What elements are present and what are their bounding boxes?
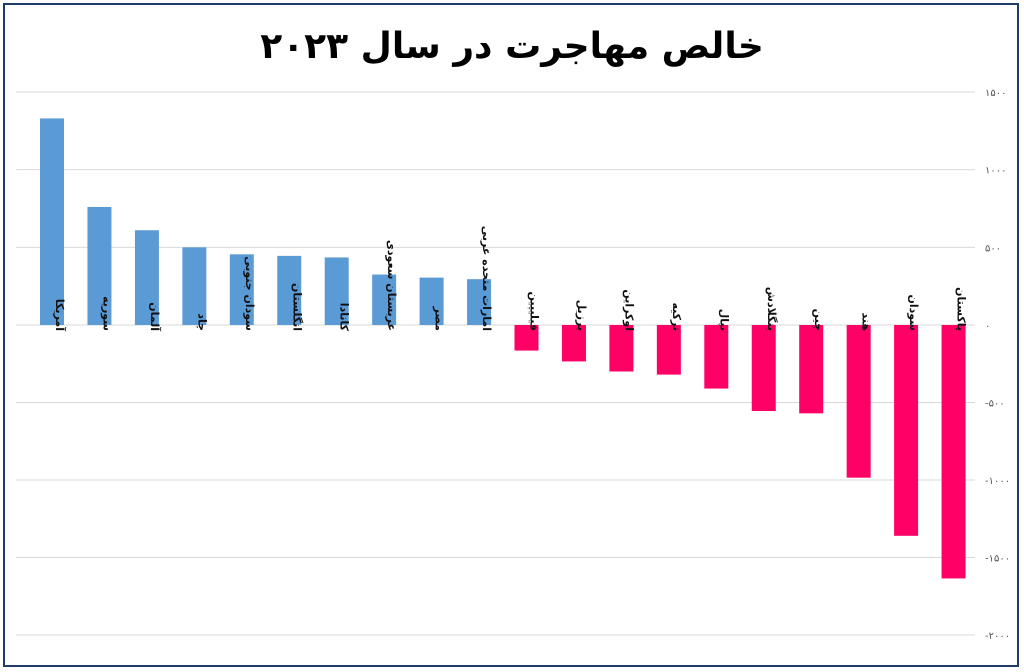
- category-label: اوکراین: [622, 289, 635, 331]
- bar: [656, 325, 681, 375]
- bar: [40, 118, 64, 325]
- bar: [704, 325, 729, 389]
- y-axis-ticks: ۱۵۰۰ ۱۰۰۰ ۵۰۰ ۰ -۵۰۰ -۱۰۰۰ -۱۵۰۰ -۲۰۰۰: [985, 88, 1010, 642]
- category-label: آلمان: [148, 302, 162, 331]
- category-label: امارات متحده عربی: [480, 226, 493, 331]
- category-label: سوریه: [100, 296, 113, 331]
- y-tick-label: -۵۰۰: [985, 399, 1005, 410]
- category-label: هند: [860, 313, 873, 331]
- y-tick-label: ۰: [985, 321, 990, 332]
- category-label: فیلیپین: [528, 291, 541, 331]
- bar: [87, 206, 112, 325]
- bar: [846, 325, 871, 478]
- bars: [40, 118, 966, 579]
- gridlines: [16, 91, 975, 636]
- bar: [799, 325, 824, 414]
- category-label: آمریکا: [53, 299, 67, 331]
- y-tick-label: ۵۰۰: [985, 243, 1001, 254]
- bar: [894, 325, 919, 536]
- bar: [514, 325, 539, 351]
- category-label: نپال: [717, 309, 730, 331]
- bar: [182, 247, 207, 325]
- bar: [372, 274, 397, 325]
- bar: [419, 277, 444, 325]
- chart-title: خالص مهاجرت در سال ۲۰۲۳: [260, 26, 764, 67]
- category-label: پاکستان: [955, 287, 968, 331]
- category-label: چین: [812, 309, 825, 331]
- category-label: مصر: [433, 306, 446, 332]
- category-label: بنگلادش: [765, 287, 778, 331]
- bar: [229, 254, 254, 325]
- bar: [467, 279, 492, 325]
- bar: [941, 325, 966, 579]
- y-tick-label: -۲۰۰۰: [985, 631, 1010, 642]
- category-label: عربستان سعودی: [385, 240, 398, 331]
- y-tick-label: -۱۵۰۰: [985, 554, 1010, 565]
- bar: [134, 230, 159, 325]
- category-label: کانادا: [338, 303, 351, 332]
- bar: [609, 325, 634, 372]
- category-label: برزیل: [575, 300, 588, 331]
- category-label: ترکیه: [670, 302, 683, 331]
- bar: [277, 255, 302, 325]
- category-label: انگلستان: [290, 283, 303, 331]
- y-tick-label: ۱۰۰۰: [985, 166, 1006, 177]
- category-label: سودان جنوبی: [243, 256, 256, 331]
- bar: [561, 325, 586, 362]
- y-tick-label: ۱۵۰۰: [985, 88, 1006, 99]
- category-label: چاد: [195, 313, 208, 331]
- bar: [324, 257, 349, 325]
- category-label: سودان: [907, 294, 920, 331]
- y-tick-label: -۱۰۰۰: [985, 476, 1010, 487]
- category-labels: آمریکا سوریه آلمان چاد سودان جنوبی انگلستان کا…: [53, 226, 968, 332]
- bar: [751, 325, 776, 412]
